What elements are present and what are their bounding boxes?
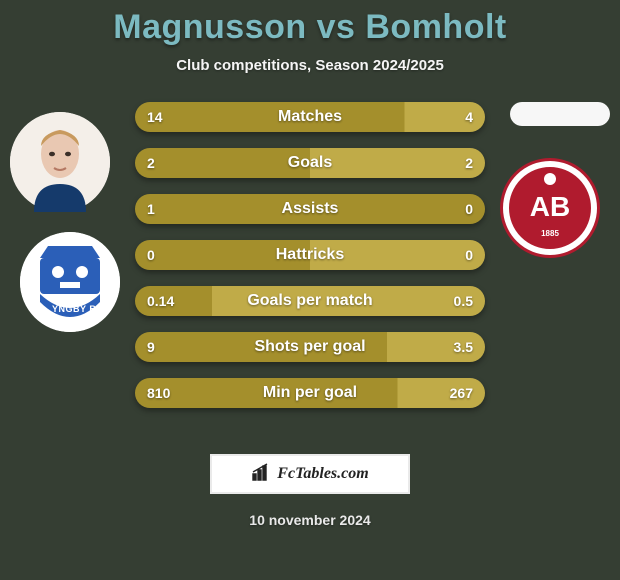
subtitle: Club competitions, Season 2024/2025 <box>0 57 620 74</box>
stat-right-value: 4 <box>465 102 473 132</box>
brand-badge: FcTables.com <box>210 454 410 494</box>
svg-text:AB: AB <box>530 191 570 222</box>
stat-right-value: 267 <box>450 378 473 408</box>
stat-bar: 810Min per goal267 <box>135 378 485 408</box>
stat-bar: 0.14Goals per match0.5 <box>135 286 485 316</box>
player1-club-crest: YNGBY B <box>20 232 120 332</box>
stat-bars: 14Matches42Goals21Assists00Hattricks00.1… <box>135 102 485 424</box>
stat-bar: 14Matches4 <box>135 102 485 132</box>
stat-bar: 0Hattricks0 <box>135 240 485 270</box>
stat-right-value: 0 <box>465 194 473 224</box>
stat-right-value: 3.5 <box>454 332 473 362</box>
stat-bar: 9Shots per goal3.5 <box>135 332 485 362</box>
comparison-stage: YNGBY B AB 1885 14Matches4 2Goals2 1Assist… <box>0 102 620 432</box>
chart-icon <box>251 462 271 487</box>
date-label: 10 november 2024 <box>0 512 620 528</box>
stat-label: Hattricks <box>135 240 485 270</box>
svg-text:1885: 1885 <box>541 229 559 238</box>
stat-label: Goals <box>135 148 485 178</box>
stat-right-value: 0 <box>465 240 473 270</box>
stat-bar: 2Goals2 <box>135 148 485 178</box>
stat-right-value: 0.5 <box>454 286 473 316</box>
stat-label: Min per goal <box>135 378 485 408</box>
stat-label: Goals per match <box>135 286 485 316</box>
stat-label: Shots per goal <box>135 332 485 362</box>
stat-label: Matches <box>135 102 485 132</box>
stat-label: Assists <box>135 194 485 224</box>
page-title: Magnusson vs Bomholt <box>0 0 620 47</box>
brand-label: FcTables.com <box>277 465 368 483</box>
player2-club-crest: AB 1885 <box>500 158 600 258</box>
stat-bar: 1Assists0 <box>135 194 485 224</box>
player2-avatar <box>510 102 610 126</box>
player1-avatar <box>10 112 110 212</box>
svg-text:YNGBY B: YNGBY B <box>52 304 96 314</box>
stat-right-value: 2 <box>465 148 473 178</box>
